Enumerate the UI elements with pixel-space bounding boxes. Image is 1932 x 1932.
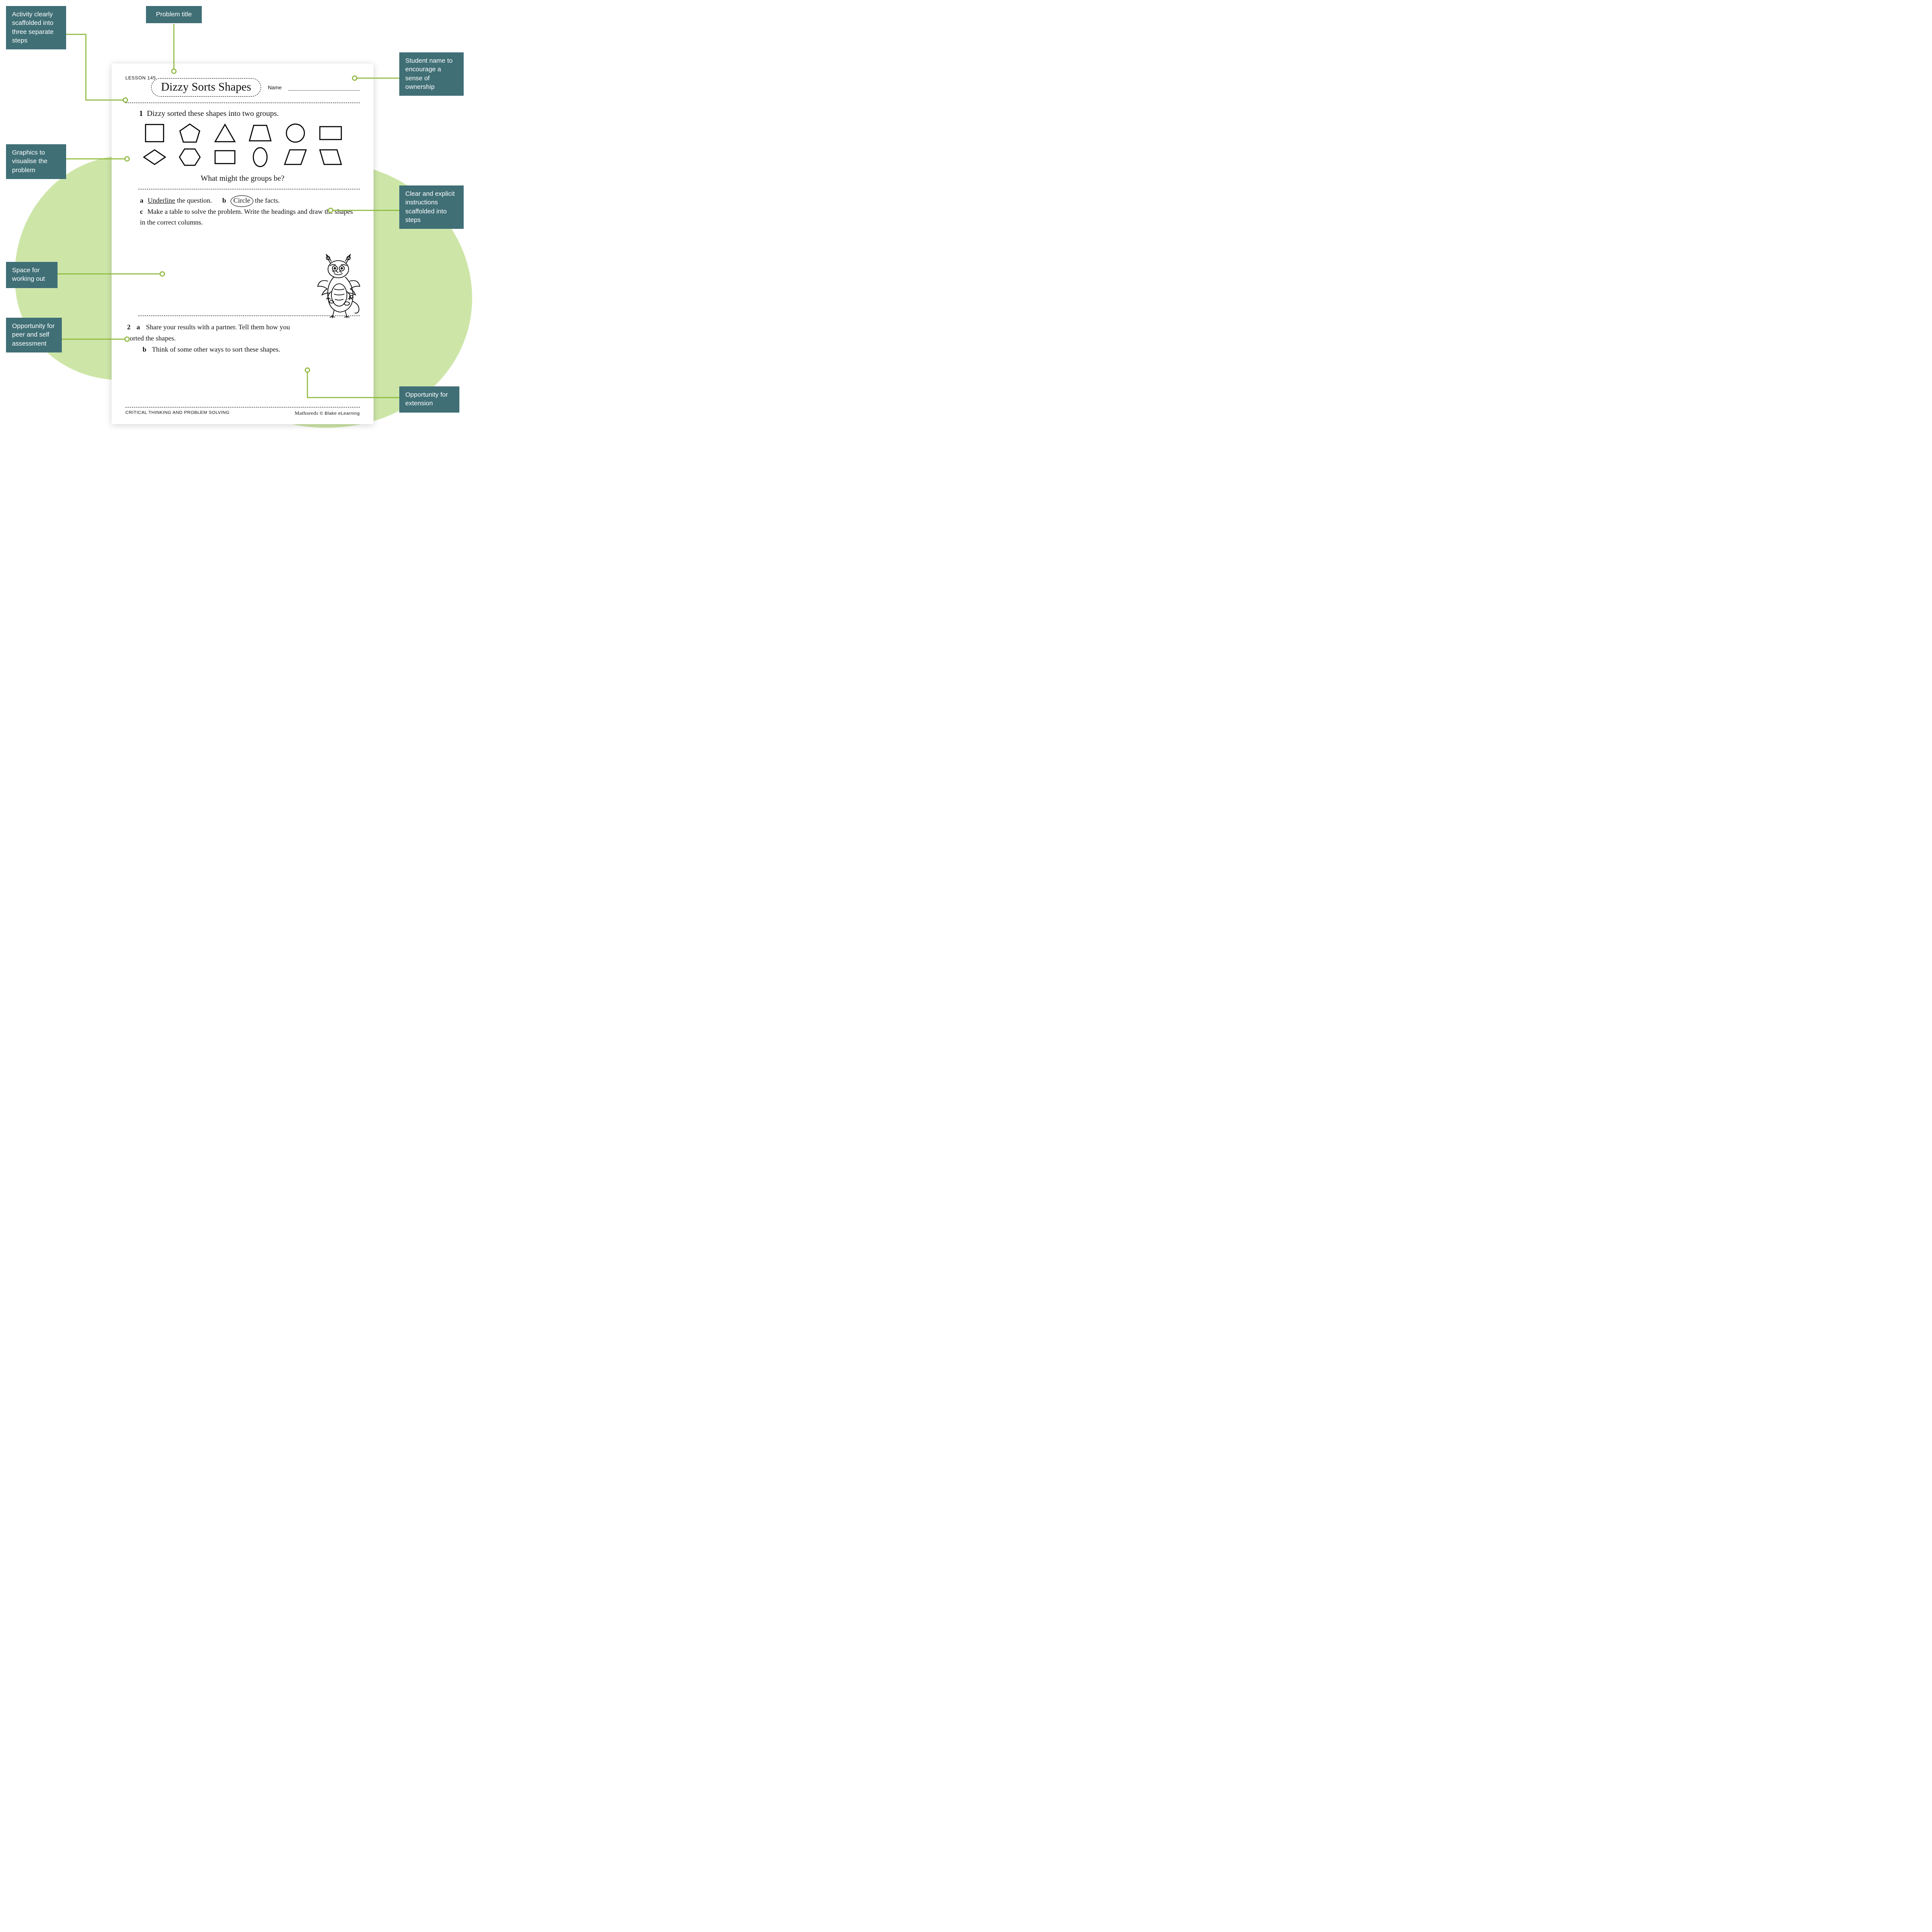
trapezoid-icon [318,146,343,168]
square-icon [142,122,167,144]
worksheet-footer: CRITICAL THINKING AND PROBLEM SOLVING Ma… [125,407,360,416]
dragon-icon [315,254,362,318]
callout-instructions: Clear and explicit instructions scaffold… [399,185,464,229]
footer-left: CRITICAL THINKING AND PROBLEM SOLVING [125,410,230,416]
callout-extension: Opportunity for extension [399,386,459,413]
worksheet-title: Dizzy Sorts Shapes [151,78,261,97]
question-2: 2 a Share your results with a partner. T… [127,322,307,355]
name-label: Name [268,85,282,91]
circle-icon [283,122,308,144]
intro-text: 1 Dizzy sorted these shapes into two gro… [139,109,360,118]
shapes-row-2 [125,146,360,168]
name-line [289,85,360,91]
instructions-block: a Underline the question. b Circle the f… [140,195,360,228]
callout-space: Space for working out [6,262,58,288]
main-question: What might the groups be? [125,174,360,183]
pentagon-icon [177,122,202,144]
callout-name: Student name to encourage a sense of own… [399,52,464,96]
oval-icon [248,146,273,168]
callout-title: Problem title [146,6,202,23]
rectangle-icon [318,122,343,144]
parallelogram-icon [283,146,308,168]
work-space [125,228,360,310]
callout-scaffolded: Activity clearly scaffolded into three s… [6,6,66,49]
rhombus-icon [142,146,167,168]
callout-peer: Opportunity for peer and self assessment [6,318,62,352]
rectangle-icon [213,146,237,168]
callout-graphics: Graphics to visualise the problem [6,144,66,179]
hexagon-icon [177,146,202,168]
trapezoid-icon [248,122,273,144]
footer-right: Mathseeds © Blake eLearning [295,410,360,416]
shapes-row-1 [125,122,360,144]
triangle-icon [213,122,237,144]
worksheet-page: LESSON 145 Dizzy Sorts Shapes Name 1 Diz… [112,64,374,424]
